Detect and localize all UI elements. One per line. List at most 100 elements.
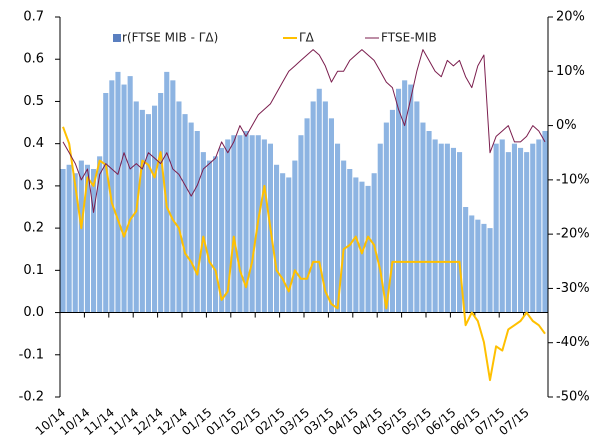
bar <box>487 228 493 313</box>
bar <box>493 143 499 313</box>
y2-tick-label: -10% <box>556 172 590 187</box>
bar <box>444 143 450 313</box>
bar <box>231 135 237 313</box>
bar <box>426 131 432 313</box>
bar <box>365 185 371 313</box>
y2-tick-label: 0% <box>556 118 577 133</box>
bar <box>414 101 420 313</box>
bar <box>310 101 316 313</box>
bar <box>152 105 158 313</box>
line-series <box>62 126 546 382</box>
y-tick-label: 0.0 <box>23 305 44 320</box>
y-tick-label: -0.2 <box>19 390 44 405</box>
bar <box>60 169 66 313</box>
bar <box>518 147 524 313</box>
y-tick-label: 0.6 <box>23 52 44 67</box>
legend-label: FTSE-MIB <box>381 31 437 45</box>
bar <box>536 139 542 313</box>
bar <box>322 101 328 313</box>
bar <box>304 118 310 313</box>
bar <box>66 164 72 313</box>
bar <box>335 143 341 313</box>
bar <box>286 177 292 313</box>
bar <box>328 118 334 313</box>
bar <box>438 143 444 313</box>
bar <box>219 147 225 313</box>
bar <box>396 88 402 313</box>
bar <box>542 131 548 313</box>
bar <box>261 139 267 313</box>
bar <box>121 84 127 313</box>
bar <box>274 164 280 313</box>
legend-label: r(FTSE MIB - ΓΔ) <box>122 31 218 45</box>
bar <box>408 84 414 313</box>
bar <box>188 122 194 313</box>
bar <box>249 135 255 313</box>
bar <box>450 147 456 313</box>
y-tick-label: 0.7 <box>23 10 44 25</box>
y2-tick-label: -20% <box>556 227 590 242</box>
bar <box>158 93 164 313</box>
bar <box>145 114 151 313</box>
y2-tick-label: 10% <box>556 64 585 79</box>
y2-tick-label: -40% <box>556 335 590 350</box>
bar <box>97 156 103 313</box>
bar <box>182 114 188 313</box>
bar <box>115 71 121 313</box>
bar <box>402 80 408 313</box>
bar <box>511 143 517 313</box>
y-tick-label: 0.1 <box>23 263 44 278</box>
y-tick-label: 0.5 <box>23 94 44 109</box>
bar <box>237 135 243 313</box>
legend-swatch <box>113 34 121 42</box>
bar <box>213 156 219 313</box>
bar <box>84 164 90 313</box>
bar <box>347 169 353 313</box>
bar <box>127 76 133 313</box>
bar <box>243 131 249 313</box>
line-series <box>62 49 546 213</box>
bar <box>505 152 511 313</box>
bar <box>457 152 463 313</box>
bar <box>383 122 389 313</box>
bar <box>389 109 395 313</box>
bar <box>377 143 383 313</box>
bar <box>91 169 97 313</box>
bar <box>103 93 109 313</box>
bar <box>200 152 206 313</box>
bar <box>176 101 182 313</box>
bar <box>371 173 377 313</box>
bar <box>194 131 200 313</box>
bar <box>280 173 286 313</box>
bar <box>353 177 359 313</box>
bar <box>359 181 365 313</box>
bar <box>225 139 231 313</box>
bar <box>420 122 426 313</box>
bar <box>292 160 298 313</box>
y-tick-label: 0.4 <box>23 136 44 151</box>
bar <box>139 109 145 313</box>
y2-tick-label: -50% <box>556 390 590 405</box>
bar <box>524 152 530 313</box>
legend-label: ΓΔ <box>299 31 315 45</box>
bar <box>72 173 78 313</box>
bar <box>475 219 481 313</box>
bar <box>463 207 469 313</box>
y-tick-label: -0.1 <box>19 347 44 362</box>
bar <box>109 80 115 313</box>
bar <box>481 223 487 313</box>
bar <box>164 71 170 313</box>
bar <box>341 160 347 313</box>
y-tick-label: 0.2 <box>23 221 44 236</box>
y2-tick-label: 20% <box>556 10 585 25</box>
bar <box>170 80 176 313</box>
bar <box>499 139 505 313</box>
bar <box>78 160 84 313</box>
y2-tick-label: -30% <box>556 281 590 296</box>
bar <box>432 139 438 313</box>
bar <box>469 215 475 313</box>
bar <box>316 88 322 313</box>
legend: r(FTSE MIB - ΓΔ) ΓΔ FTSE-MIB <box>113 31 437 45</box>
